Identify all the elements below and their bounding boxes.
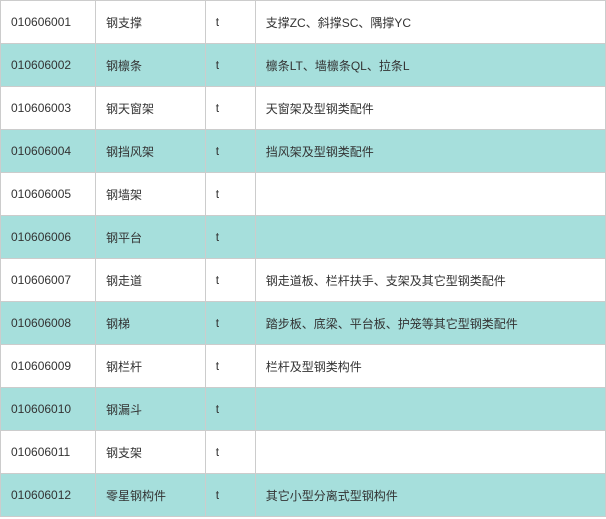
- table-row: 010606002钢檩条t檩条LT、墙檩条QL、拉条L: [1, 44, 606, 87]
- cell-name: 钢平台: [95, 216, 205, 259]
- cell-code: 010606011: [1, 431, 96, 474]
- cell-desc: 天窗架及型钢类配件: [255, 87, 605, 130]
- table-row: 010606007钢走道t钢走道板、栏杆扶手、支架及其它型钢类配件: [1, 259, 606, 302]
- table-row: 010606003钢天窗架t天窗架及型钢类配件: [1, 87, 606, 130]
- cell-desc: 支撑ZC、斜撑SC、隅撑YC: [255, 1, 605, 44]
- table-row: 010606008钢梯t踏步板、底梁、平台板、护笼等其它型钢类配件: [1, 302, 606, 345]
- table-row: 010606011钢支架t: [1, 431, 606, 474]
- cell-desc: [255, 388, 605, 431]
- cell-name: 钢天窗架: [95, 87, 205, 130]
- cell-name: 零星钢构件: [95, 474, 205, 517]
- cell-unit: t: [205, 130, 255, 173]
- cell-desc: [255, 431, 605, 474]
- cell-code: 010606012: [1, 474, 96, 517]
- cell-code: 010606007: [1, 259, 96, 302]
- cell-unit: t: [205, 216, 255, 259]
- table-body: 010606001钢支撑t支撑ZC、斜撑SC、隅撑YC010606002钢檩条t…: [1, 1, 606, 517]
- steel-components-table: 010606001钢支撑t支撑ZC、斜撑SC、隅撑YC010606002钢檩条t…: [0, 0, 606, 517]
- cell-unit: t: [205, 259, 255, 302]
- cell-code: 010606010: [1, 388, 96, 431]
- cell-desc: 栏杆及型钢类构件: [255, 345, 605, 388]
- cell-code: 010606004: [1, 130, 96, 173]
- cell-name: 钢檩条: [95, 44, 205, 87]
- table-row: 010606009钢栏杆t栏杆及型钢类构件: [1, 345, 606, 388]
- cell-desc: 檩条LT、墙檩条QL、拉条L: [255, 44, 605, 87]
- cell-unit: t: [205, 388, 255, 431]
- cell-name: 钢支架: [95, 431, 205, 474]
- cell-name: 钢栏杆: [95, 345, 205, 388]
- table-row: 010606005钢墙架t: [1, 173, 606, 216]
- cell-code: 010606002: [1, 44, 96, 87]
- cell-name: 钢漏斗: [95, 388, 205, 431]
- cell-code: 010606003: [1, 87, 96, 130]
- cell-name: 钢支撑: [95, 1, 205, 44]
- cell-unit: t: [205, 173, 255, 216]
- cell-name: 钢走道: [95, 259, 205, 302]
- cell-unit: t: [205, 44, 255, 87]
- cell-desc: 挡风架及型钢类配件: [255, 130, 605, 173]
- table-row: 010606006钢平台t: [1, 216, 606, 259]
- cell-unit: t: [205, 87, 255, 130]
- cell-desc: [255, 216, 605, 259]
- cell-unit: t: [205, 474, 255, 517]
- cell-desc: 其它小型分离式型钢构件: [255, 474, 605, 517]
- table-row: 010606012零星钢构件t其它小型分离式型钢构件: [1, 474, 606, 517]
- cell-unit: t: [205, 345, 255, 388]
- cell-name: 钢梯: [95, 302, 205, 345]
- cell-unit: t: [205, 431, 255, 474]
- cell-desc: 踏步板、底梁、平台板、护笼等其它型钢类配件: [255, 302, 605, 345]
- cell-name: 钢挡风架: [95, 130, 205, 173]
- cell-code: 010606009: [1, 345, 96, 388]
- cell-code: 010606001: [1, 1, 96, 44]
- table-row: 010606001钢支撑t支撑ZC、斜撑SC、隅撑YC: [1, 1, 606, 44]
- cell-unit: t: [205, 302, 255, 345]
- cell-code: 010606005: [1, 173, 96, 216]
- cell-code: 010606006: [1, 216, 96, 259]
- cell-desc: 钢走道板、栏杆扶手、支架及其它型钢类配件: [255, 259, 605, 302]
- cell-desc: [255, 173, 605, 216]
- table-row: 010606010钢漏斗t: [1, 388, 606, 431]
- cell-code: 010606008: [1, 302, 96, 345]
- cell-name: 钢墙架: [95, 173, 205, 216]
- cell-unit: t: [205, 1, 255, 44]
- table-row: 010606004钢挡风架t挡风架及型钢类配件: [1, 130, 606, 173]
